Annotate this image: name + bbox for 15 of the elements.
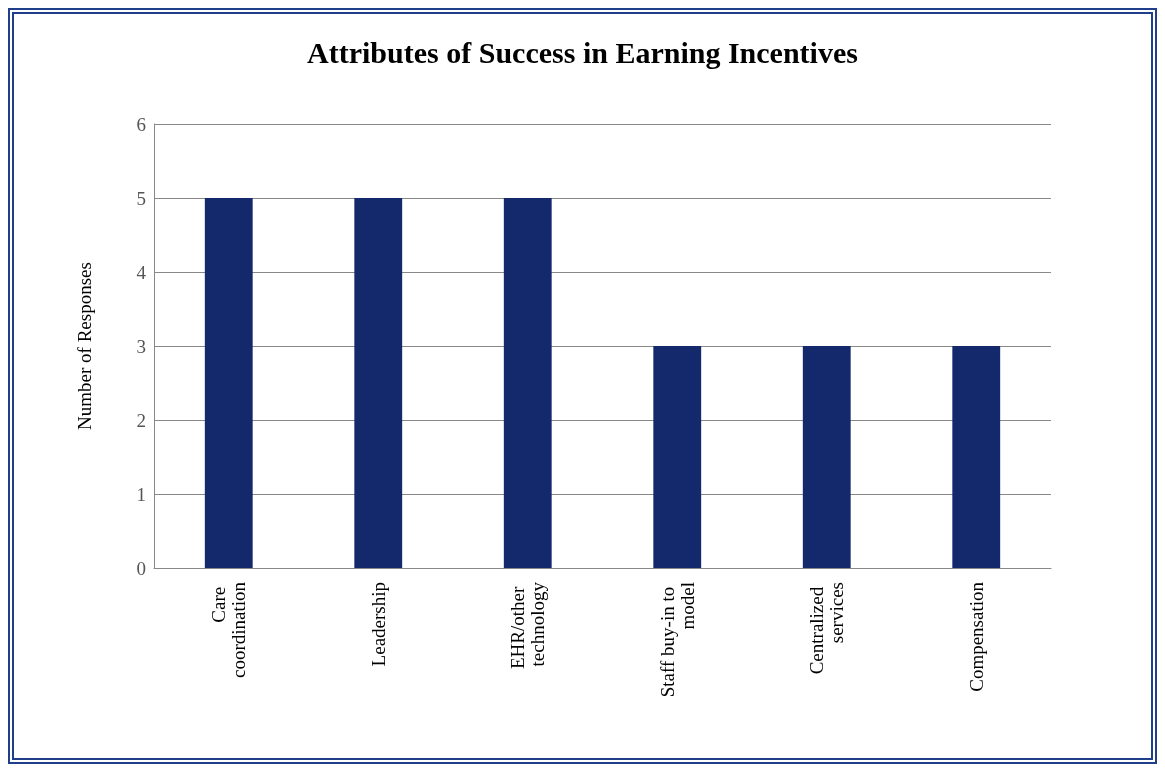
x-tick-label: Leadership bbox=[367, 582, 389, 667]
x-tick-label: Care coordination bbox=[208, 581, 250, 679]
y-axis-title: Number of Responses bbox=[74, 262, 95, 430]
y-tick-label: 5 bbox=[136, 187, 146, 209]
x-tick-label: EHR/other technology bbox=[507, 581, 549, 670]
y-tick-label: 1 bbox=[136, 483, 146, 505]
y-tick-label: 2 bbox=[136, 409, 146, 431]
y-tick-label: 0 bbox=[136, 557, 146, 579]
x-tick-label: Staff buy-in to model bbox=[656, 582, 698, 698]
x-tick-label: Compensation bbox=[965, 581, 987, 692]
y-tick-label: 4 bbox=[136, 261, 147, 283]
chart-title: Attributes of Success in Earning Incentives bbox=[307, 35, 858, 69]
x-tick-label: Centralized services bbox=[806, 582, 848, 675]
y-tick-label: 3 bbox=[136, 335, 146, 357]
y-tick-label: 6 bbox=[136, 113, 146, 135]
